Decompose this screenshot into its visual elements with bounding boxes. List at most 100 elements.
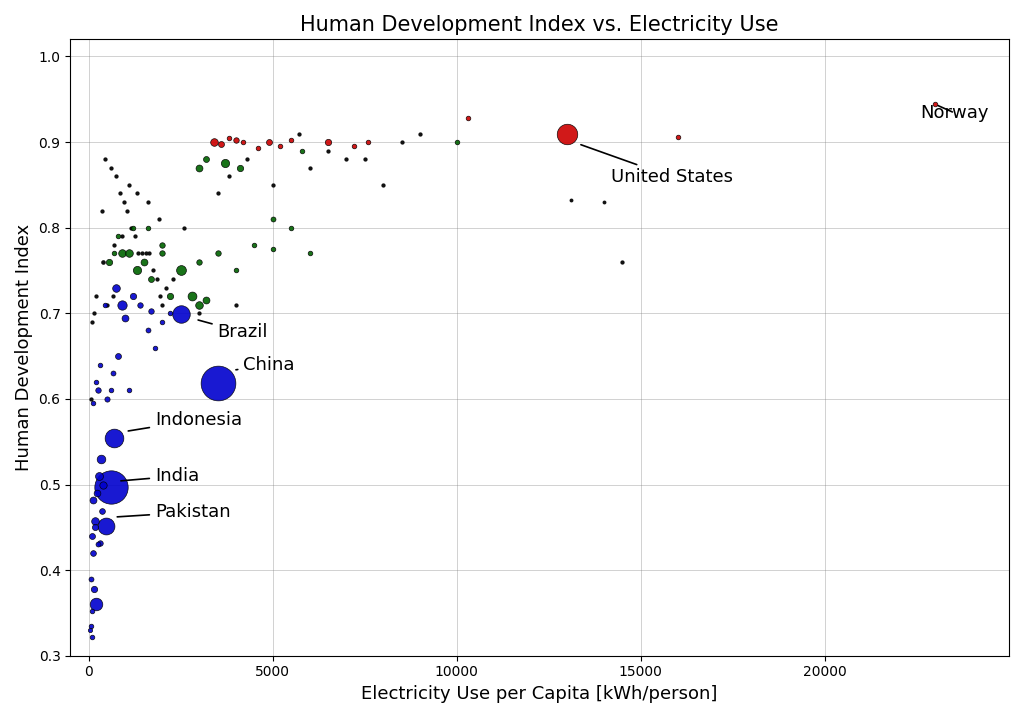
Point: [119, 205, 135, 216]
Point: [110, 350, 126, 362]
Point: [127, 230, 143, 242]
Point: [143, 305, 160, 317]
Point: [294, 145, 310, 157]
Point: [148, 274, 165, 285]
Point: [412, 128, 428, 139]
Point: [114, 230, 130, 242]
Point: [338, 154, 354, 165]
Point: [239, 154, 255, 165]
Point: [139, 222, 156, 233]
Point: [183, 290, 200, 302]
X-axis label: Electricity Use per Capita [kWh/person]: Electricity Use per Capita [kWh/person]: [361, 685, 718, 703]
Point: [114, 299, 130, 310]
Point: [345, 141, 361, 152]
Point: [250, 142, 266, 154]
Point: [102, 481, 119, 493]
Text: India: India: [121, 467, 200, 485]
Point: [137, 248, 154, 259]
Point: [106, 239, 123, 251]
Title: Human Development Index vs. Electricity Use: Human Development Index vs. Electricity …: [300, 15, 779, 35]
Point: [199, 154, 215, 165]
Point: [291, 128, 307, 139]
Text: China: China: [236, 356, 295, 374]
Point: [93, 205, 110, 216]
Point: [158, 282, 174, 294]
Point: [84, 530, 100, 541]
Point: [172, 265, 188, 276]
Text: United States: United States: [581, 145, 733, 186]
Point: [375, 179, 391, 190]
Point: [155, 316, 171, 327]
Point: [614, 256, 631, 268]
Point: [88, 598, 104, 610]
Point: [82, 393, 98, 405]
Point: [155, 248, 171, 259]
Point: [88, 290, 104, 302]
Point: [95, 256, 112, 268]
Point: [104, 368, 121, 379]
Point: [134, 248, 151, 259]
Point: [132, 299, 148, 310]
Point: [272, 141, 289, 152]
Point: [93, 453, 110, 465]
Point: [90, 538, 106, 550]
Point: [162, 307, 178, 319]
Point: [116, 196, 132, 208]
Point: [88, 376, 104, 388]
Point: [128, 187, 144, 199]
Point: [165, 274, 181, 285]
Point: [199, 294, 215, 306]
Point: [121, 385, 137, 396]
Point: [125, 290, 141, 302]
Point: [136, 256, 153, 268]
Point: [155, 299, 171, 310]
Point: [121, 179, 137, 190]
Point: [106, 432, 123, 444]
Point: [82, 624, 98, 635]
Point: [162, 290, 178, 302]
Point: [102, 385, 119, 396]
Point: [220, 132, 237, 144]
Point: [86, 307, 102, 319]
Point: [86, 521, 102, 533]
Point: [319, 136, 336, 148]
Point: [209, 377, 225, 388]
Point: [227, 134, 244, 146]
Point: [559, 128, 575, 139]
Point: [563, 195, 580, 206]
Point: [100, 256, 117, 268]
Point: [670, 131, 686, 143]
Point: [283, 222, 299, 233]
Point: [83, 573, 99, 584]
Point: [220, 171, 237, 182]
Point: [190, 256, 207, 268]
Point: [89, 488, 105, 499]
Point: [97, 299, 114, 310]
Point: [128, 265, 144, 276]
Point: [283, 134, 299, 146]
Point: [141, 248, 158, 259]
Point: [246, 239, 262, 251]
Point: [356, 154, 373, 165]
Point: [172, 309, 188, 320]
Point: [145, 265, 162, 276]
Point: [460, 112, 476, 123]
Point: [98, 520, 115, 531]
Point: [927, 98, 943, 110]
Point: [236, 136, 252, 148]
Point: [87, 516, 103, 527]
Point: [99, 299, 116, 310]
Point: [130, 248, 146, 259]
Point: [319, 145, 336, 157]
Point: [84, 631, 100, 643]
Point: [84, 316, 100, 327]
Point: [139, 196, 156, 208]
Point: [83, 620, 99, 632]
Point: [118, 312, 134, 323]
Point: [85, 494, 101, 505]
Point: [86, 583, 102, 595]
Y-axis label: Human Development Index: Human Development Index: [15, 224, 33, 471]
Text: Pakistan: Pakistan: [117, 503, 230, 521]
Point: [227, 265, 244, 276]
Text: Brazil: Brazil: [198, 320, 268, 341]
